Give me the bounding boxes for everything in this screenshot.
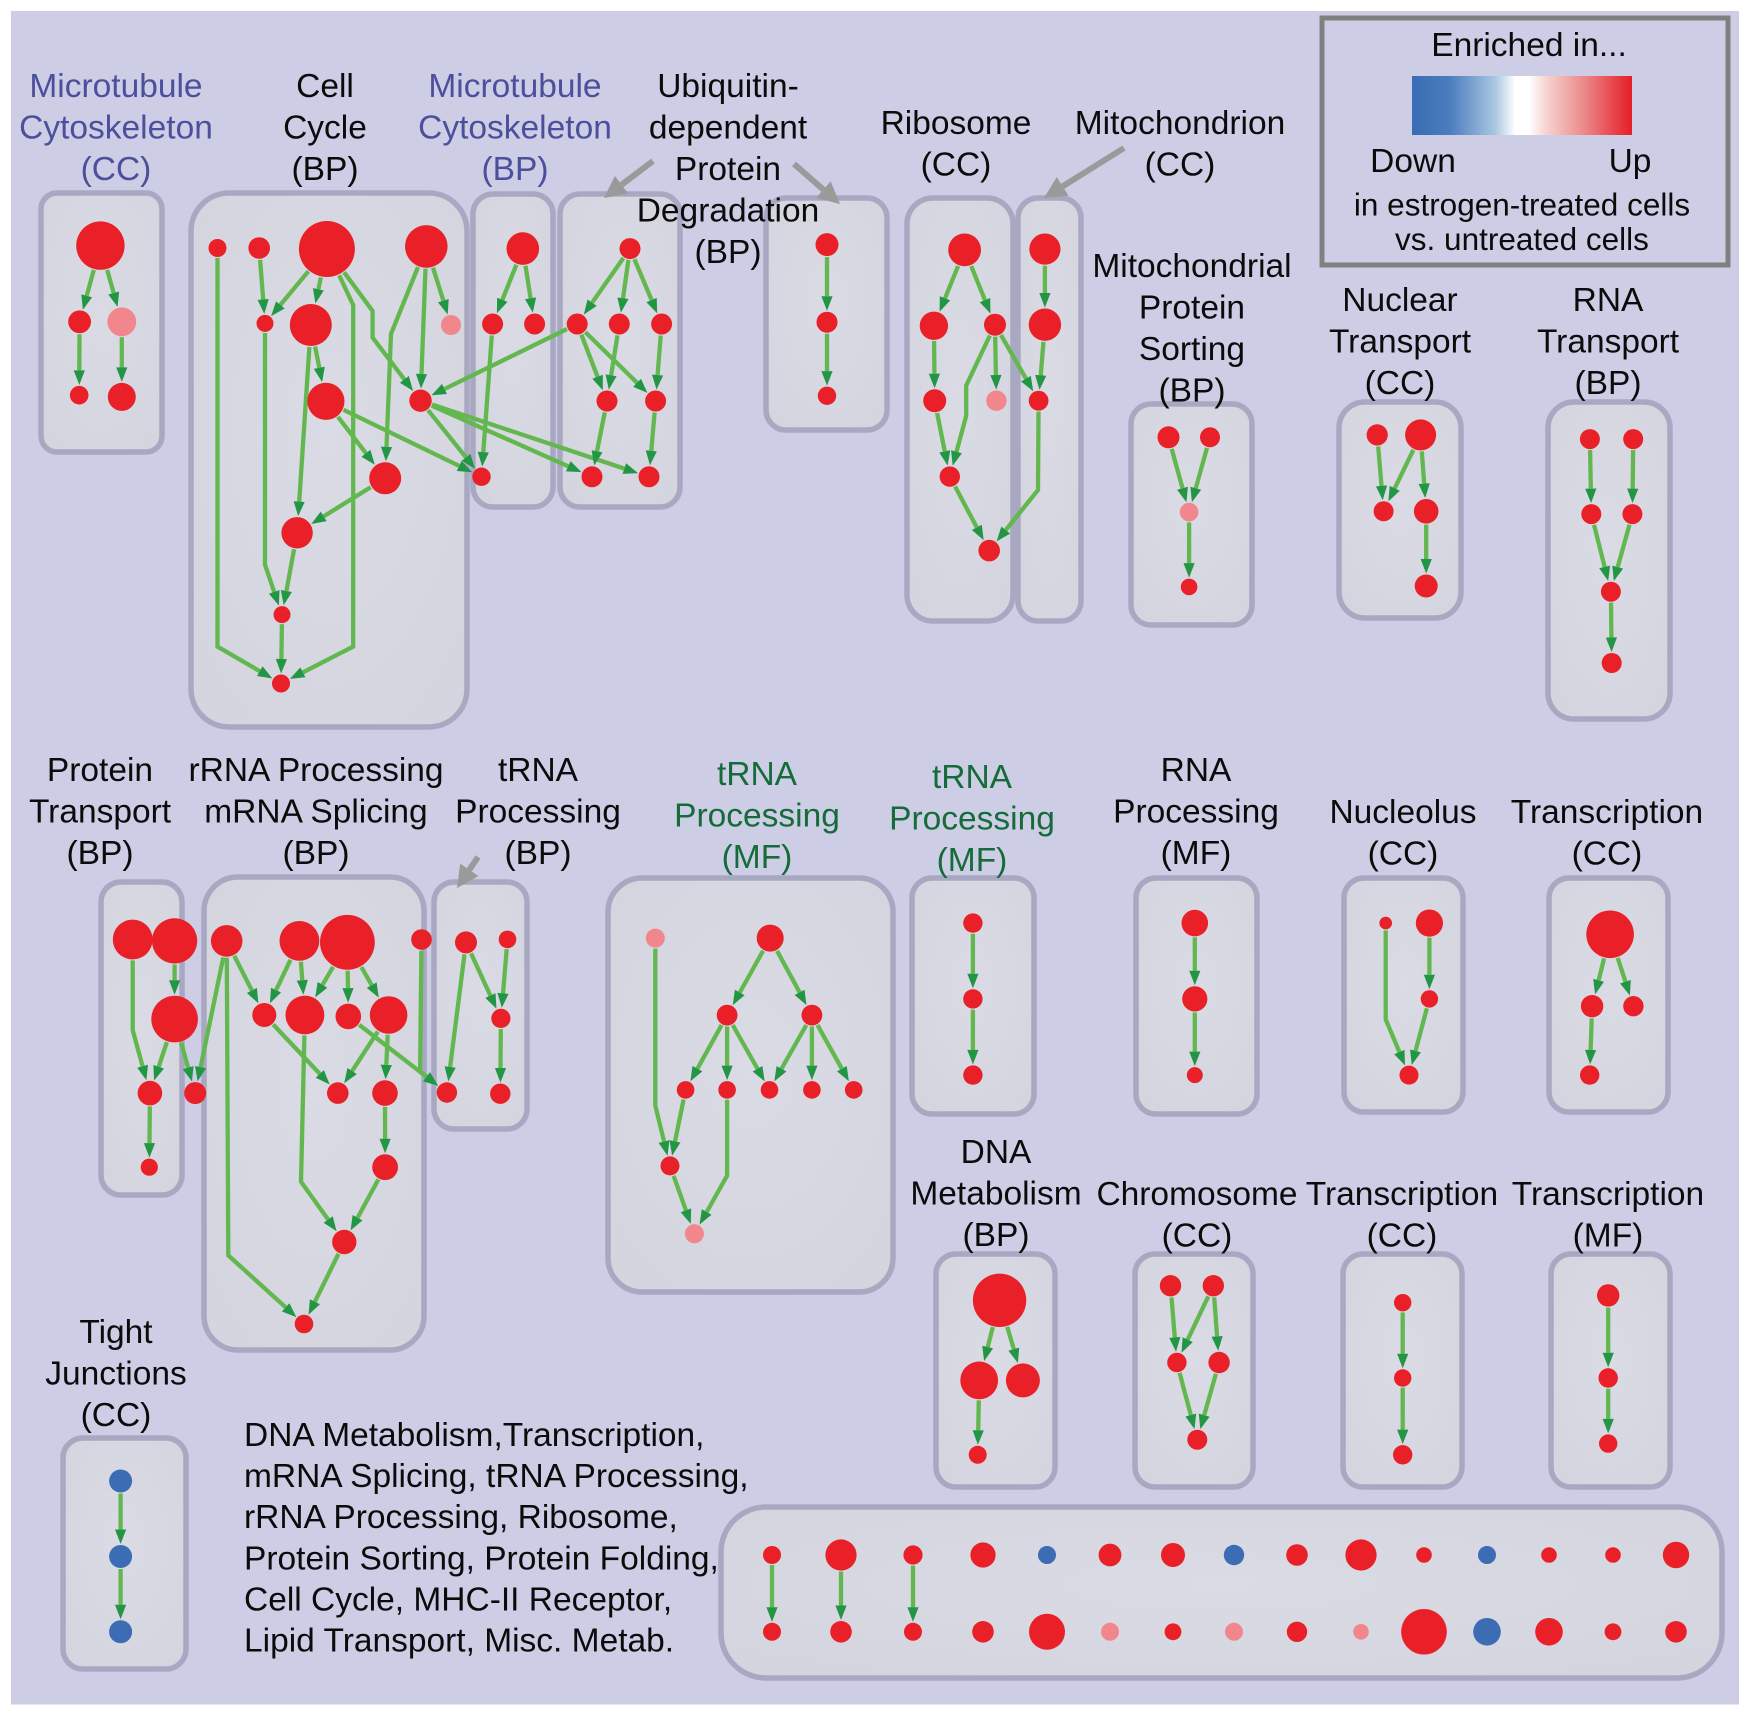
svg-text:Processing: Processing <box>1113 794 1279 831</box>
svg-text:Transcription: Transcription <box>1306 1176 1498 1213</box>
svg-text:dependent: dependent <box>649 110 808 147</box>
svg-text:Microtubule: Microtubule <box>29 68 202 105</box>
svg-text:(CC): (CC) <box>1367 1218 1438 1255</box>
svg-text:Degradation: Degradation <box>637 193 820 230</box>
svg-text:Tight: Tight <box>79 1314 153 1351</box>
svg-text:DNA: DNA <box>961 1134 1032 1171</box>
svg-text:Microtubule: Microtubule <box>428 68 601 105</box>
svg-text:DNA Metabolism,Transcription,: DNA Metabolism,Transcription, <box>244 1417 704 1454</box>
svg-text:(CC): (CC) <box>1368 836 1439 873</box>
svg-text:(MF): (MF) <box>722 839 793 876</box>
svg-text:Protein: Protein <box>47 752 153 789</box>
svg-text:Protein: Protein <box>1139 290 1245 327</box>
svg-text:Down: Down <box>1370 143 1456 180</box>
svg-text:Cycle: Cycle <box>283 110 367 147</box>
svg-text:rRNA Processing: rRNA Processing <box>188 752 443 789</box>
svg-text:Protein Sorting, Protein Foldi: Protein Sorting, Protein Folding, <box>244 1540 719 1577</box>
svg-text:(CC): (CC) <box>1365 365 1436 402</box>
svg-text:Mitochondrion: Mitochondrion <box>1075 105 1285 142</box>
svg-text:Up: Up <box>1609 143 1652 180</box>
svg-text:Transcription: Transcription <box>1511 794 1703 831</box>
svg-text:(BP): (BP) <box>67 835 134 872</box>
svg-text:(BP): (BP) <box>482 151 549 188</box>
svg-text:(BP): (BP) <box>292 151 359 188</box>
svg-text:mRNA Splicing, tRNA Processing: mRNA Splicing, tRNA Processing, <box>244 1458 749 1495</box>
svg-text:tRNA: tRNA <box>932 759 1013 796</box>
svg-text:Protein: Protein <box>675 151 781 188</box>
svg-text:Lipid Transport, Misc. Metab.: Lipid Transport, Misc. Metab. <box>244 1623 674 1660</box>
svg-text:Processing: Processing <box>889 801 1055 838</box>
svg-text:Cytoskeleton: Cytoskeleton <box>19 110 213 147</box>
svg-text:RNA: RNA <box>1161 752 1232 789</box>
svg-text:Metabolism: Metabolism <box>910 1176 1081 1213</box>
svg-text:(BP): (BP) <box>283 835 350 872</box>
svg-text:Processing: Processing <box>674 798 840 835</box>
svg-text:Transport: Transport <box>1329 324 1472 361</box>
svg-text:Transport: Transport <box>29 794 172 831</box>
svg-text:mRNA Splicing: mRNA Splicing <box>204 794 427 831</box>
svg-text:Ubiquitin-: Ubiquitin- <box>657 68 799 105</box>
svg-text:Processing: Processing <box>455 794 621 831</box>
svg-text:Cell Cycle, MHC-II Receptor,: Cell Cycle, MHC-II Receptor, <box>244 1582 672 1619</box>
svg-text:Cell: Cell <box>296 68 354 105</box>
svg-text:Junctions: Junctions <box>45 1356 187 1393</box>
svg-text:Cytoskeleton: Cytoskeleton <box>418 110 612 147</box>
svg-text:(CC): (CC) <box>81 151 152 188</box>
svg-text:(CC): (CC) <box>1162 1218 1233 1255</box>
svg-text:vs. untreated cells: vs. untreated cells <box>1395 221 1649 257</box>
svg-text:Sorting: Sorting <box>1139 331 1245 368</box>
svg-text:Nucleolus: Nucleolus <box>1329 794 1476 831</box>
svg-text:Transport: Transport <box>1537 324 1680 361</box>
svg-text:(CC): (CC) <box>1145 147 1216 184</box>
svg-text:(CC): (CC) <box>81 1397 152 1434</box>
svg-text:Mitochondrial: Mitochondrial <box>1092 248 1291 285</box>
svg-text:(CC): (CC) <box>921 147 992 184</box>
svg-text:rRNA Processing, Ribosome,: rRNA Processing, Ribosome, <box>244 1499 678 1536</box>
svg-text:(BP): (BP) <box>695 234 762 271</box>
svg-text:Nuclear: Nuclear <box>1342 282 1457 319</box>
svg-text:(BP): (BP) <box>1159 373 1226 410</box>
svg-text:(MF): (MF) <box>1161 835 1232 872</box>
svg-text:Ribosome: Ribosome <box>881 105 1032 142</box>
svg-text:in estrogen-treated cells: in estrogen-treated cells <box>1354 187 1690 223</box>
svg-text:(CC): (CC) <box>1572 836 1643 873</box>
svg-text:Transcription: Transcription <box>1512 1176 1704 1213</box>
svg-text:(MF): (MF) <box>937 842 1008 879</box>
svg-text:Chromosome: Chromosome <box>1096 1176 1297 1213</box>
svg-text:(MF): (MF) <box>1573 1218 1644 1255</box>
svg-text:Enriched in...: Enriched in... <box>1431 27 1627 64</box>
svg-text:tRNA: tRNA <box>717 756 798 793</box>
svg-text:(BP): (BP) <box>505 835 572 872</box>
svg-text:RNA: RNA <box>1573 282 1644 319</box>
svg-text:tRNA: tRNA <box>498 752 579 789</box>
svg-text:(BP): (BP) <box>1575 365 1642 402</box>
svg-text:(BP): (BP) <box>963 1217 1030 1254</box>
